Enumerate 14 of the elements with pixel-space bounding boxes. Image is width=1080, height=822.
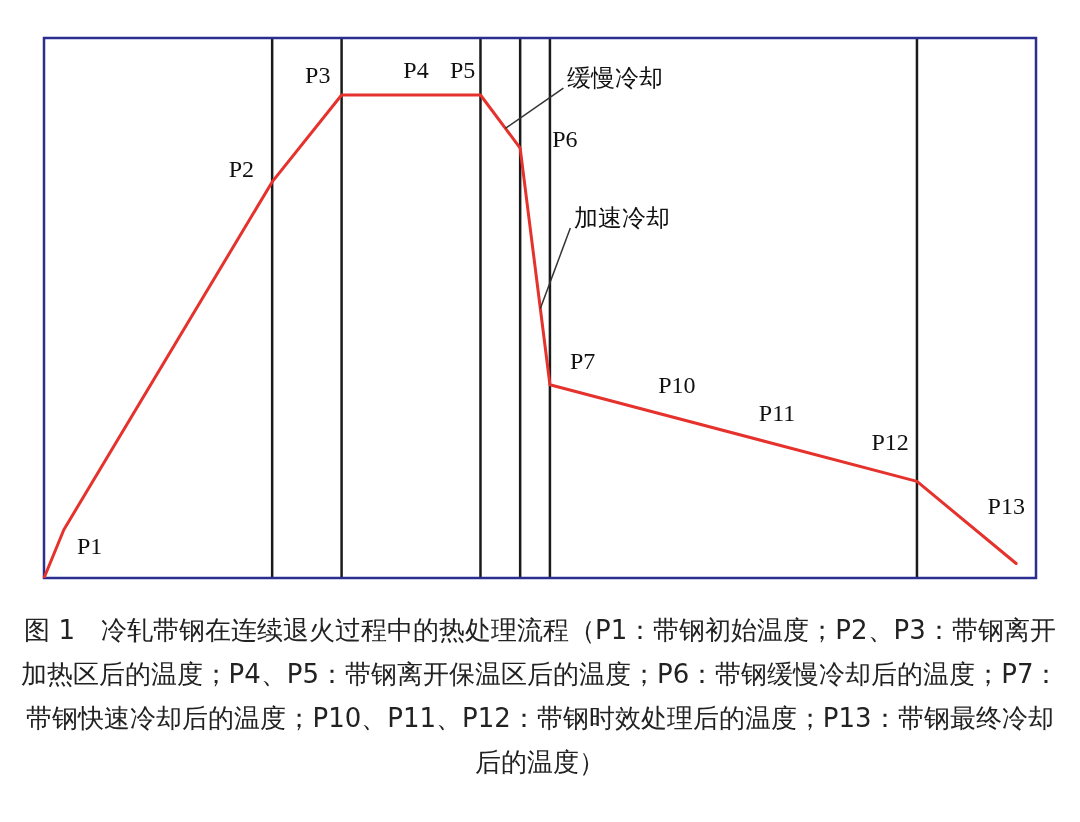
annotation: P7: [569, 348, 596, 375]
annotation: 加速冷却: [574, 204, 671, 233]
text: P3: [305, 62, 331, 89]
annotation: P12: [871, 429, 909, 456]
annotation: P1: [76, 533, 103, 560]
annotation: P6: [552, 125, 578, 152]
annotation: P13: [987, 492, 1025, 519]
annotation: P11: [758, 400, 796, 427]
annotation: P10: [658, 372, 696, 399]
caption: 图 1 冷轧带钢在连续退火过程中的热处理流程（P1：带钢初始温度；P2、P3：带钢离开加热区后的温度；P4、P5：带钢离开保温区后的温度；P6：带钢缓慢冷却后的温度；P7：带钢快速冷却后的温度；P10、P11、P12：带钢时效处理后的温度；P13：带钢最终冷却后的温度）: [19, 614, 1061, 779]
text: 缓慢冷却: [567, 64, 664, 93]
text: P5: [449, 57, 476, 84]
text: P4: [403, 57, 429, 84]
annotation: P2: [228, 156, 255, 183]
